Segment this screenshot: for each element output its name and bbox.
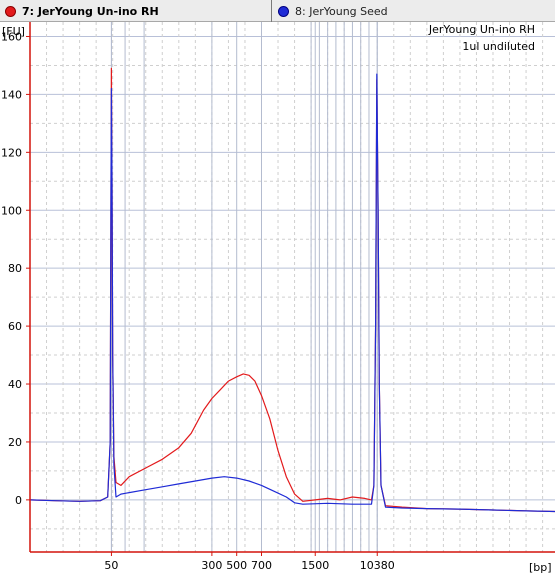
x-tick-label: 700 (251, 559, 272, 572)
x-tick-label: 1500 (301, 559, 329, 572)
ladder-lines (110, 22, 378, 552)
y-tick-label: 40 (8, 378, 22, 391)
y-tick-label: 160 (1, 30, 22, 43)
chart-background (0, 22, 555, 586)
sample-annotation-line-1: JerYoung Un-ino RH (428, 23, 535, 36)
axis-layer: 0 20 40 60 80 100 120 140 160 50 300 500 700 1500 1038… (1, 22, 555, 572)
y-tick-label: 140 (1, 88, 22, 101)
x-tick-label: 300 (201, 559, 222, 572)
y-tick-label: 0 (15, 494, 22, 507)
electropherogram-chart: 0 20 40 60 80 100 120 140 160 50 300 500 700 1500 1038… (0, 22, 555, 586)
sample-tab-bar: 7: JerYoung Un-ino RH 8: JerYoung Seed (0, 0, 555, 22)
red-dot-icon (5, 5, 16, 17)
x-tick-label: 50 (104, 559, 118, 572)
x-tick-label: 10380 (360, 559, 395, 572)
tab-sample-8[interactable]: 8: JerYoung Seed (273, 0, 555, 22)
tab-sample-7-label: 7: JerYoung Un-ino RH (22, 4, 159, 18)
x-axis-unit-label: [bp] (529, 561, 552, 574)
sample-annotation-line-2: 1ul undiluted (462, 40, 535, 53)
tab-sample-7[interactable]: 7: JerYoung Un-ino RH (0, 0, 272, 22)
y-tick-label: 20 (8, 436, 22, 449)
tab-sample-8-label: 8: JerYoung Seed (295, 4, 388, 18)
x-tick-label: 500 (226, 559, 247, 572)
y-tick-label: 100 (1, 204, 22, 217)
series-layer (29, 67, 555, 513)
y-tick-label: 60 (8, 320, 22, 333)
y-tick-label: 120 (1, 146, 22, 159)
y-axis-unit-label: [FU] (2, 25, 25, 38)
blue-dot-icon (278, 5, 289, 17)
y-tick-label: 80 (8, 262, 22, 275)
series-trace-sample-8 (29, 73, 555, 513)
